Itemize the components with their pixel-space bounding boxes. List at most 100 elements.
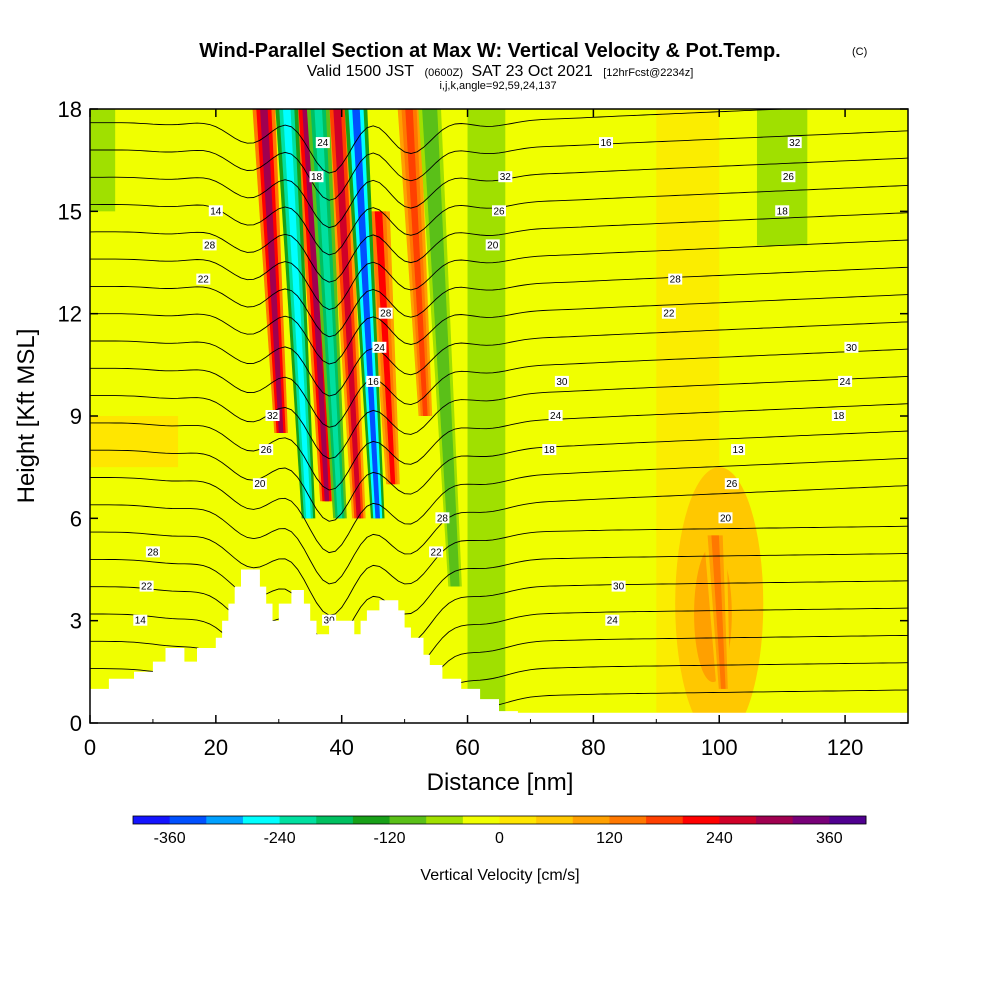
contour-label: 22 — [196, 273, 211, 286]
colorbar-segment — [206, 816, 244, 824]
contour-label-bg — [724, 478, 739, 490]
contour-label-text: 16 — [368, 377, 380, 388]
theta-contour-line — [90, 130, 908, 201]
colorbar-segment — [829, 816, 867, 824]
contour-label: 26 — [492, 205, 506, 217]
x-tick-label: 0 — [84, 735, 96, 760]
contour-label: 20 — [485, 239, 500, 251]
theta-contour-labels: 14 16 16 18 18 18 18 20 20 20 22 22 22 22 24 24 24 24 24 26… — [133, 137, 859, 627]
contour-label-bg — [548, 410, 563, 421]
contour-label: 22 — [429, 546, 444, 558]
contour-label-text: 22 — [431, 547, 443, 558]
velocity-cell — [282, 109, 311, 519]
terrain — [90, 569, 518, 723]
colorbar-tick-label: 0 — [495, 830, 504, 847]
contour-label-text: 26 — [726, 479, 738, 490]
contour-label-text: 14 — [135, 616, 147, 627]
contour-label-bg — [775, 205, 790, 217]
velocity-cell — [352, 109, 380, 519]
contour-label: 24 — [315, 137, 330, 149]
bg-streak — [882, 109, 897, 723]
contour-label: 16 — [366, 375, 381, 388]
contour-label-bg — [661, 307, 676, 319]
bg-streak — [605, 109, 620, 723]
contour-label-bg — [731, 444, 746, 456]
contour-label-text: 13 — [733, 445, 745, 456]
subtitle-params: i,j,k,angle=92,59,24,137 — [439, 80, 556, 92]
contour-label-bg — [787, 137, 802, 149]
subtitle-date: SAT 23 Oct 2021 — [472, 63, 593, 80]
contour-label-text: 22 — [141, 582, 153, 593]
colorbar-segment — [646, 816, 684, 824]
theta-contour-line — [90, 266, 908, 338]
colorbar-segment — [609, 816, 647, 824]
contour-label-bg — [605, 614, 620, 626]
theta-contour-line — [90, 457, 908, 554]
contour-label-bg — [831, 410, 846, 421]
contour-label-bg — [492, 205, 506, 217]
colorbar-segment — [572, 816, 610, 824]
contour-label-bg — [429, 546, 444, 558]
contour-label: 28 — [202, 239, 217, 251]
chart-subtitle-line: Valid 1500 JST (0600Z) SAT 23 Oct 2021 [… — [307, 63, 694, 80]
contour-label-text: 26 — [493, 206, 505, 217]
chart-title-mark: (C) — [852, 46, 867, 58]
contour-label: 13 — [731, 444, 746, 456]
colorbar-segment — [792, 816, 830, 824]
contour-label: 30 — [611, 580, 626, 593]
y-tick-label: 6 — [70, 506, 82, 531]
contour-label: 26 — [259, 444, 274, 456]
contour-label-bg — [668, 273, 683, 285]
colorbar-tick-label: -240 — [264, 830, 296, 847]
contour-label-bg — [781, 171, 796, 183]
y-tick-label: 15 — [58, 199, 82, 224]
y-tick-label: 9 — [70, 404, 82, 429]
contour-label-text: 24 — [550, 411, 562, 422]
contour-label: 28 — [435, 512, 450, 524]
x-tick-label: 100 — [701, 735, 738, 760]
contour-label-text: 20 — [487, 240, 499, 251]
contour-label-text: 30 — [556, 377, 568, 388]
x-tick-label: 120 — [827, 735, 864, 760]
contour-label-text: 32 — [500, 172, 512, 183]
contour-label-bg — [542, 444, 557, 456]
contour-label: 24 — [605, 614, 620, 627]
contour-label-bg — [202, 239, 217, 251]
contour-label: 32 — [265, 410, 280, 422]
contour-label: 18 — [831, 410, 846, 422]
velocity-cell — [260, 109, 284, 434]
contour-label: 20 — [718, 512, 733, 524]
contour-label-text: 18 — [311, 172, 323, 183]
velocity-cells — [252, 109, 731, 689]
theta-contour-line — [90, 375, 908, 460]
contour-label-text: 32 — [789, 138, 801, 149]
contour-label: 26 — [781, 171, 796, 183]
contour-label: 16 — [599, 137, 613, 149]
colorbar-tick-label: -360 — [154, 830, 186, 847]
colorbar-segment — [316, 816, 354, 824]
colorbar-tick-label: 120 — [596, 830, 623, 847]
contour-label-bg — [599, 137, 613, 149]
contour-label: 28 — [378, 307, 393, 320]
bg-streak — [807, 109, 822, 723]
chart-title: Wind-Parallel Section at Max W: Vertical… — [199, 40, 780, 62]
contour-label-bg — [378, 307, 393, 319]
bg-band — [90, 416, 179, 468]
contour-label-bg — [611, 580, 626, 592]
contour-label-text: 18 — [544, 445, 556, 456]
colorbar-segment — [242, 816, 281, 824]
y-tick-label: 12 — [58, 302, 82, 327]
theta-contour-line — [90, 348, 908, 428]
colorbar-tick-label: -120 — [374, 830, 406, 847]
theta-contour-line — [90, 294, 908, 365]
contour-label-bg — [252, 478, 267, 490]
contour-label-text: 26 — [783, 172, 795, 183]
contour-label: 20 — [252, 478, 267, 490]
contour-label-text: 26 — [261, 445, 273, 456]
contour-label: 14 — [133, 614, 148, 627]
contour-label-bg — [133, 614, 148, 626]
colorbar-tick-label: 240 — [706, 830, 733, 847]
theta-contours — [90, 109, 908, 723]
contour-label-text: 22 — [663, 309, 675, 320]
